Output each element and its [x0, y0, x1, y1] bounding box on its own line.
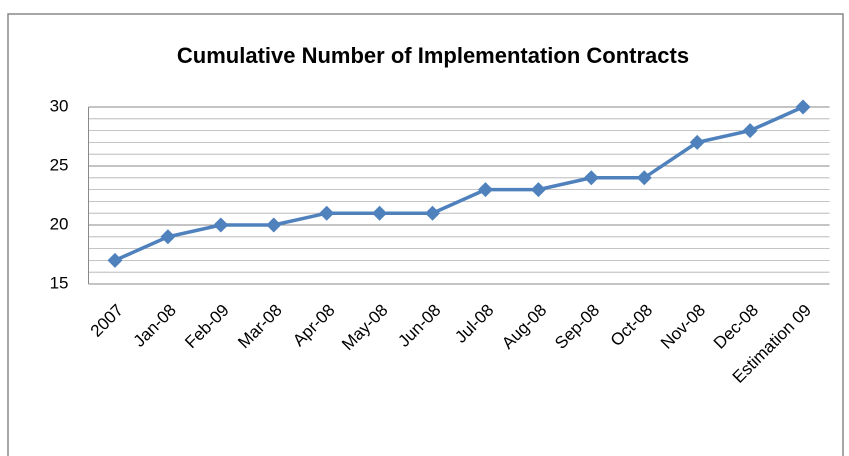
marker	[530, 182, 546, 198]
marker	[266, 217, 282, 233]
y-tick-label: 25	[50, 155, 69, 174]
marker	[689, 134, 705, 150]
y-tick-label: 30	[50, 96, 69, 115]
line	[114, 105, 804, 262]
marker	[636, 170, 652, 186]
marker	[477, 182, 493, 198]
marker	[319, 205, 335, 221]
marker	[583, 170, 599, 186]
chart-title: Cumulative Number of Implementation Cont…	[177, 43, 689, 68]
y-tick-label: 20	[50, 214, 69, 233]
marker	[160, 229, 176, 245]
marker	[742, 123, 758, 139]
marker	[107, 252, 123, 268]
marker	[425, 205, 441, 221]
y-tick-label: 15	[50, 273, 69, 292]
marker	[795, 99, 811, 115]
chart-frame	[7, 13, 844, 456]
marker	[213, 217, 229, 233]
marker	[372, 205, 388, 221]
